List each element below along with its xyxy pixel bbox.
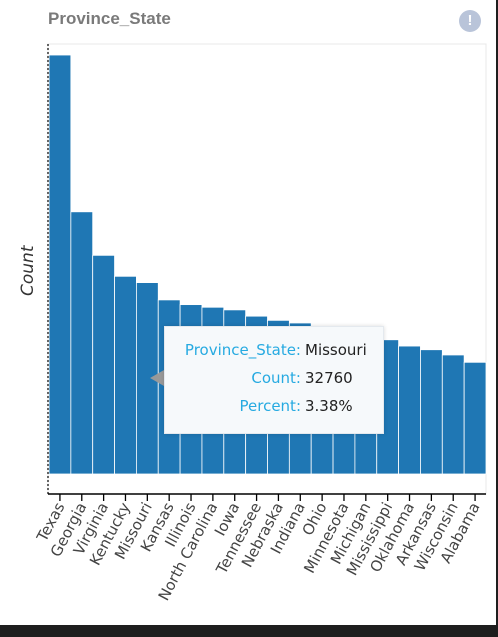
y-axis-label: Count <box>18 245 38 297</box>
bar-kentucky[interactable] <box>114 275 137 475</box>
bar-arkansas[interactable] <box>420 349 443 475</box>
tooltip-value: Missouri <box>305 341 367 359</box>
bar-alabama[interactable] <box>463 361 487 475</box>
tooltip: Province_State: Missouri Count: 32760 Pe… <box>164 326 384 434</box>
tooltip-key: Province_State: <box>184 341 301 359</box>
x-ticks-group: TexasGeorgiaVirginiaKentuckyMissouriKans… <box>33 494 484 604</box>
tooltip-value: 32760 <box>305 369 353 387</box>
tooltip-value: 3.38% <box>305 397 353 415</box>
tooltip-key: Percent: <box>239 397 302 415</box>
tooltip-arrow <box>150 370 164 386</box>
chart-title: Province_State <box>48 9 171 28</box>
tooltip-row-percent: Percent: 3.38% <box>165 397 383 417</box>
bar-texas[interactable] <box>48 54 72 475</box>
tooltip-row-province: Province_State: Missouri <box>165 341 383 361</box>
bar-virginia[interactable] <box>92 254 115 475</box>
tooltip-row-count: Count: 32760 <box>165 369 383 389</box>
bar-oklahoma[interactable] <box>398 345 421 475</box>
bar-wisconsin[interactable] <box>441 354 465 475</box>
bar-chart: TexasGeorgiaVirginiaKentuckyMissouriKans… <box>33 43 487 604</box>
info-icon[interactable]: ! <box>459 10 481 32</box>
tooltip-key: Count: <box>251 369 301 387</box>
bottom-strip <box>0 625 498 637</box>
bar-georgia[interactable] <box>70 211 94 475</box>
